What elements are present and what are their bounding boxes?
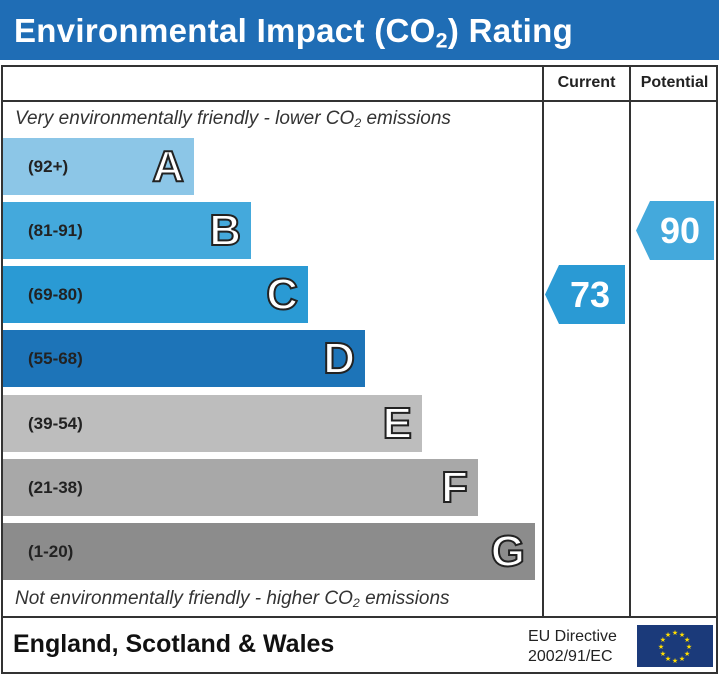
star-icon: ★ <box>679 631 685 639</box>
band-bar-f: (21-38) F <box>3 459 478 516</box>
band-letter: D <box>322 333 356 384</box>
band-letter: E <box>382 398 413 449</box>
potential-rating-arrow: 90 <box>636 201 714 260</box>
star-icon: ★ <box>665 655 671 663</box>
eu-directive: EU Directive 2002/91/EC <box>528 628 617 665</box>
current-rating-value: 73 <box>569 273 611 315</box>
divider <box>542 65 544 618</box>
current-rating-arrow: 73 <box>545 265 625 324</box>
band-range: (92+) <box>28 156 69 176</box>
star-icon: ★ <box>658 643 664 651</box>
band-range: (55-68) <box>28 348 83 368</box>
region-label: England, Scotland & Wales <box>13 630 335 658</box>
current-column-header: Current <box>557 74 616 91</box>
star-icon: ★ <box>684 636 690 644</box>
top-note: Very environmentally friendly - lower CO… <box>15 108 451 131</box>
band-bar-d: (55-68) D <box>3 330 365 387</box>
band-letter: B <box>208 205 242 256</box>
bottom-note: Not environmentally friendly - higher CO… <box>15 588 450 611</box>
divider <box>1 100 718 102</box>
star-icon: ★ <box>672 657 678 665</box>
band-letter: C <box>265 269 299 320</box>
band-range: (81-91) <box>28 220 83 240</box>
band-bar-c: (69-80) C <box>3 266 308 323</box>
band-bar-g: (1-20) G <box>3 523 535 580</box>
star-icon: ★ <box>660 636 666 644</box>
star-icon: ★ <box>665 631 671 639</box>
band-range: (1-20) <box>28 541 74 561</box>
star-icon: ★ <box>686 643 692 651</box>
star-icon: ★ <box>660 650 666 658</box>
potential-rating-value: 90 <box>659 209 701 251</box>
divider <box>1 616 718 618</box>
band-letter: G <box>490 526 526 577</box>
chart-frame <box>1 65 718 674</box>
band-range: (21-38) <box>28 477 83 497</box>
page-title: Environmental Impact (CO2) Rating <box>0 0 719 60</box>
star-icon: ★ <box>684 650 690 658</box>
band-bar-e: (39-54) E <box>3 395 422 452</box>
band-letter: A <box>151 141 185 192</box>
band-range: (69-80) <box>28 284 83 304</box>
divider <box>629 65 631 618</box>
band-letter: F <box>440 462 469 513</box>
band-range: (39-54) <box>28 413 83 433</box>
eu-flag-icon: ★ ★★★★★★★★★★★ <box>637 625 713 667</box>
star-icon: ★ <box>679 655 685 663</box>
band-bar-b: (81-91) B <box>3 202 251 259</box>
potential-column-header: Potential <box>640 74 709 91</box>
star-icon: ★ <box>672 629 678 637</box>
band-bar-a: (92+) A <box>3 138 194 195</box>
